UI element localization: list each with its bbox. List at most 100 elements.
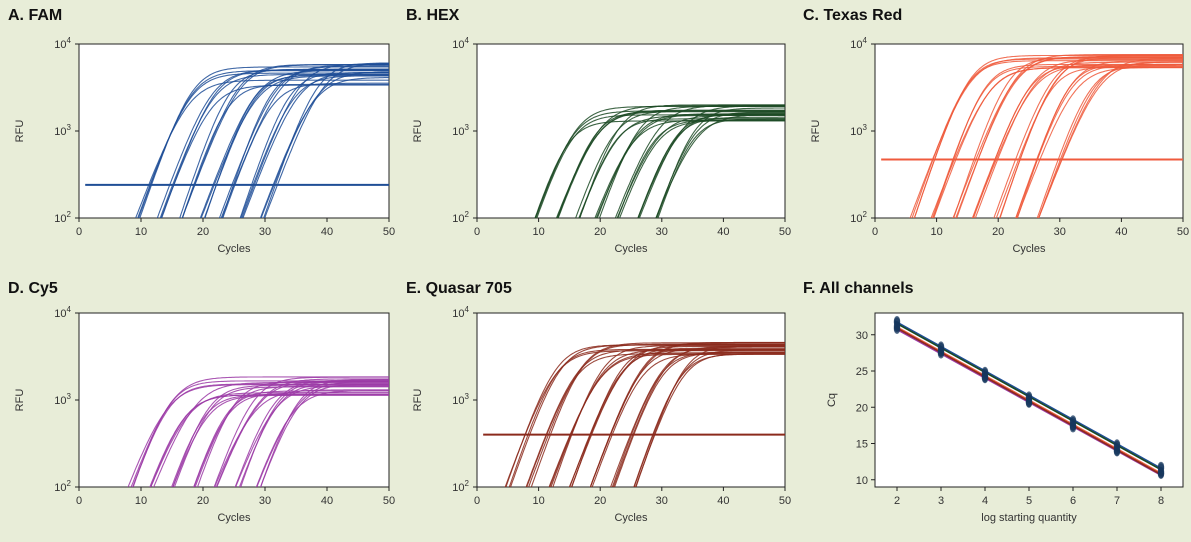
x-tick-label: 40 [1115,226,1127,238]
data-point [1113,445,1121,456]
panel-title-texas-red: C. Texas Red [803,7,903,24]
amplification-curve [234,379,389,487]
amplification-curve [555,109,785,218]
y-tick-label: 104 [54,36,71,51]
y-axis-label: RFU [14,120,26,143]
data-point [981,372,989,383]
plot-area [874,43,1184,219]
y-tick-label: 25 [856,366,868,378]
x-tick-label: 30 [1054,226,1066,238]
amplification-curve [655,114,785,218]
y-axis-label: RFU [810,120,822,143]
x-tick-label: 30 [656,226,668,238]
amplification-curve [611,351,785,487]
plot-area [78,312,390,488]
y-tick-label: 103 [54,123,71,138]
x-axis-label: Cycles [614,243,648,255]
x-axis-label: Cycles [217,512,251,524]
x-tick-label: 50 [383,226,395,238]
plot-area [476,312,786,488]
y-tick-label: 104 [850,36,867,51]
amplification-curve [657,118,785,218]
y-tick-label: 102 [54,210,71,225]
amplification-curve [239,71,389,218]
x-tick-label: 2 [894,495,900,507]
amplification-curve [575,110,785,218]
x-tick-label: 30 [656,495,668,507]
amplification-curve [263,62,389,218]
amplification-curve [634,352,785,487]
chart-E: 0 10 20 30 40 50 102 103 104 Cycles RFU [412,305,791,524]
x-tick-label: 0 [474,495,480,507]
chart-D: 0 10 20 30 40 50 102 103 104 Cycles RFU [14,305,395,524]
amplification-curve [589,342,785,487]
curves-group [504,341,785,487]
panel-title-fam: A. FAM [8,7,63,24]
amplification-curve [1016,66,1183,218]
amplification-curve [557,111,785,218]
y-tick-label: 102 [54,479,71,494]
amplification-curve [259,77,389,218]
y-tick-label: 103 [452,392,469,407]
x-tick-label: 40 [321,226,333,238]
amplification-curve [993,54,1183,218]
x-axis-label: Cycles [1012,243,1046,255]
amplification-curve [1038,57,1183,218]
amplification-curve [260,71,389,218]
x-tick-label: 20 [594,226,606,238]
y-axis-label: Cq [826,393,838,407]
chart-A: 0 10 20 30 40 50 102 103 104 Cycles RFU [14,36,395,255]
amplification-curve [264,62,389,218]
data-point [893,322,901,333]
amplification-curve [241,63,389,218]
amplification-curve [1038,61,1183,218]
amplification-curve [1038,61,1183,218]
amplification-curve [637,113,785,218]
curves-group [135,62,389,218]
curves-group [909,53,1183,218]
amplification-curve [153,381,389,487]
x-tick-label: 10 [532,495,544,507]
amplification-curve [181,64,389,218]
x-axis-label: Cycles [614,512,648,524]
y-tick-label: 104 [452,305,469,320]
x-tick-label: 0 [76,495,82,507]
x-tick-label: 40 [321,495,333,507]
x-tick-label: 8 [1158,495,1164,507]
x-tick-label: 30 [259,495,271,507]
amplification-curve [260,383,389,487]
x-tick-label: 4 [982,495,988,507]
amplification-curve [171,394,389,487]
y-tick-label: 104 [54,305,71,320]
amplification-curve [255,390,389,487]
panel-title-all-channels: F. All channels [803,280,914,297]
amplification-curve [955,56,1183,218]
chart-F: 2 3 4 5 6 7 8 10 15 20 25 30 log starting quantity Cq [826,312,1184,524]
x-tick-label: 50 [383,495,395,507]
amplification-curve [614,352,785,487]
amplification-curve [160,84,389,218]
amplification-curve [568,343,785,487]
panel-title-cy5: D. Cy5 [8,280,58,297]
y-tick-label: 10 [856,475,868,487]
amplification-curve [552,345,785,487]
curves-group [534,104,785,218]
amplification-curve [204,74,389,218]
amplification-curve [614,104,785,218]
chart-C: 0 10 20 30 40 50 102 103 104 Cycles RFU [810,36,1189,255]
x-tick-label: 30 [259,226,271,238]
amplification-curve [199,70,389,218]
amplification-curve [579,104,785,218]
y-tick-label: 102 [452,210,469,225]
x-tick-label: 10 [930,226,942,238]
chart-B: 0 10 20 30 40 50 102 103 104 Cycles RFU [412,36,791,255]
x-tick-label: 20 [594,495,606,507]
x-tick-label: 50 [779,495,791,507]
amplification-curve [579,118,785,218]
plot-area [476,43,786,219]
x-tick-label: 20 [992,226,1004,238]
y-tick-label: 103 [850,123,867,138]
x-tick-label: 10 [135,226,147,238]
